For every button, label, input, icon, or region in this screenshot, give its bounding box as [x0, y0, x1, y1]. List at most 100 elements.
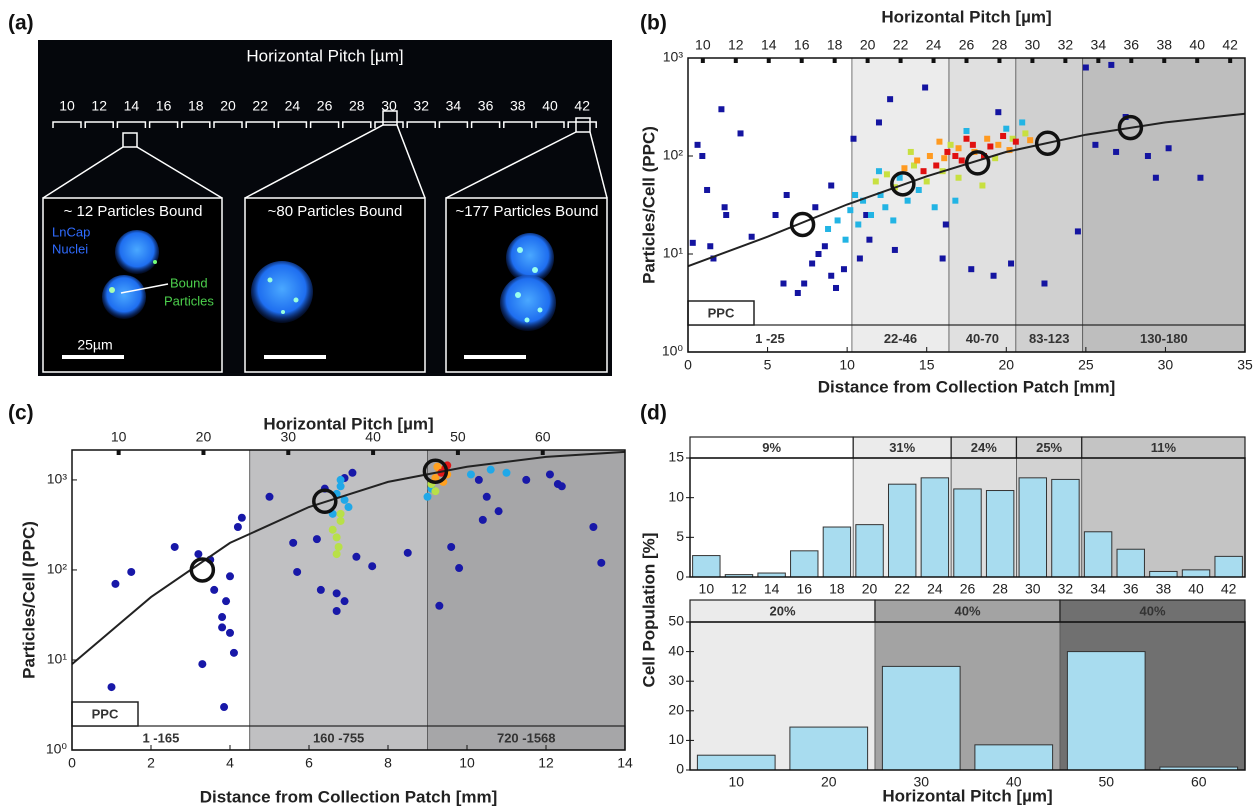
point — [345, 503, 353, 511]
panel-label: (a) — [8, 12, 34, 35]
pitch-label: 28 — [349, 98, 365, 114]
y-tick-label: 10³ — [663, 49, 684, 65]
point — [882, 204, 888, 210]
pitch-label: 22 — [252, 98, 268, 114]
point — [815, 251, 821, 257]
point — [964, 128, 970, 134]
point — [722, 204, 728, 210]
x-tick-label: 8 — [384, 755, 392, 771]
x2-tick-label: 10 — [695, 37, 711, 53]
x2-tick-label: 10 — [111, 429, 127, 445]
bar — [1067, 652, 1145, 770]
point — [825, 226, 831, 232]
point — [333, 550, 341, 558]
panel-label: (c) — [8, 402, 34, 425]
bar — [1084, 532, 1111, 577]
region — [1083, 58, 1245, 352]
bar — [1052, 479, 1079, 577]
x-tick-label: 16 — [796, 581, 812, 597]
point — [108, 683, 116, 691]
point — [337, 476, 345, 484]
region-label: 40-70 — [966, 331, 999, 346]
point — [970, 142, 976, 148]
y-axis-label: Particles/Cell (PPC) — [639, 126, 658, 284]
point — [404, 549, 412, 557]
x2-tick-label: 34 — [1091, 37, 1107, 53]
point — [218, 613, 226, 621]
x2-tick-label: 60 — [535, 429, 551, 445]
point — [890, 217, 896, 223]
point — [293, 568, 301, 576]
point — [916, 187, 922, 193]
point — [749, 234, 755, 240]
x-tick-label: 14 — [617, 755, 633, 771]
x2-tick — [286, 450, 290, 455]
x-tick-label: 12 — [538, 755, 554, 771]
point — [952, 198, 958, 204]
point — [908, 149, 914, 155]
point — [431, 487, 439, 495]
point — [956, 145, 962, 151]
point — [1197, 175, 1203, 181]
x-tick-label: 40 — [1188, 581, 1204, 597]
point — [546, 470, 554, 478]
x2-tick-label: 22 — [893, 37, 909, 53]
point — [1019, 119, 1025, 125]
point — [784, 192, 790, 198]
point — [876, 168, 882, 174]
x2-tick — [541, 450, 545, 455]
point — [984, 136, 990, 142]
x2-tick — [997, 58, 1001, 63]
x2-tick-label: 12 — [728, 37, 744, 53]
x2-tick-label: 24 — [926, 37, 942, 53]
nuclei-label: Nuclei — [52, 241, 88, 256]
point — [914, 157, 920, 163]
group-label: 20% — [769, 603, 795, 618]
x2-tick-label: 40 — [1189, 37, 1205, 53]
point — [1008, 260, 1014, 266]
x-tick-label: 18 — [829, 581, 845, 597]
point — [1166, 145, 1172, 151]
point — [495, 507, 503, 515]
x-tick-label: 30 — [1025, 581, 1041, 597]
y-tick-label: 10 — [668, 488, 684, 504]
pitch-label: 10 — [59, 98, 75, 114]
x-tick-label: 25 — [1078, 357, 1094, 373]
pitch-label: 24 — [285, 98, 301, 114]
x2-tick-label: 20 — [860, 37, 876, 53]
x-tick-label: 24 — [927, 581, 943, 597]
bar — [693, 556, 720, 577]
group-label: 25% — [1036, 440, 1062, 455]
x2-tick-label: 42 — [1222, 37, 1238, 53]
region-label: 22-46 — [884, 331, 917, 346]
panel-label: (d) — [640, 402, 667, 425]
bar — [790, 727, 868, 770]
point — [738, 130, 744, 136]
y-tick-label: 0 — [676, 761, 684, 777]
point — [943, 221, 949, 227]
point — [127, 568, 135, 576]
bar — [954, 489, 981, 577]
x2-tick — [899, 58, 903, 63]
x-tick-label: 0 — [68, 755, 76, 771]
x2-tick — [371, 450, 375, 455]
point — [220, 703, 228, 711]
pitch-label: 26 — [317, 98, 333, 114]
x-tick-label: 36 — [1123, 581, 1139, 597]
x2-tick-label: 14 — [761, 37, 777, 53]
y-tick-label: 20 — [668, 702, 684, 718]
region-label: 720 -1568 — [497, 730, 556, 745]
x2-tick-label: 26 — [959, 37, 975, 53]
point — [959, 157, 965, 163]
point — [843, 237, 849, 243]
pitch-label: 34 — [446, 98, 462, 114]
point — [348, 469, 356, 477]
bar — [1019, 478, 1046, 577]
point — [995, 109, 1001, 115]
particles-label: Particles — [164, 293, 214, 308]
point — [337, 517, 345, 525]
x-tick-label: 42 — [1221, 581, 1237, 597]
point — [333, 589, 341, 597]
panel-label: (b) — [640, 12, 667, 35]
bar — [823, 527, 850, 577]
